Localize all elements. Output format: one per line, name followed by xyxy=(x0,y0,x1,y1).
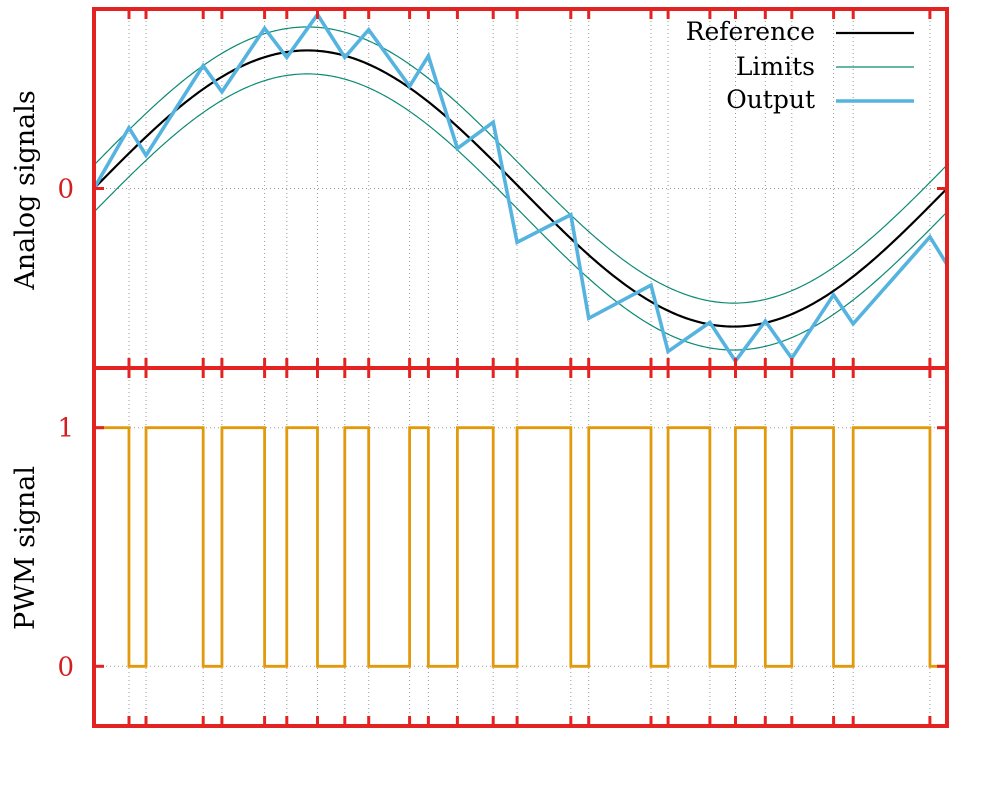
pwm-ylabel: PWM signal xyxy=(10,466,41,630)
analog-series xyxy=(92,11,949,365)
limits-upper-line xyxy=(93,26,948,304)
analog-panel: 0 Analog signals Reference Limits Output xyxy=(10,7,949,370)
legend-label-limits: Limits xyxy=(736,52,815,81)
pwm-ticks xyxy=(94,368,947,726)
pwm-line xyxy=(94,426,947,668)
legend: Reference Limits Output xyxy=(686,17,914,114)
legend-label-reference: Reference xyxy=(686,17,815,46)
legend-label-output: Output xyxy=(726,85,815,114)
pwm-panel: 01 PWM signal xyxy=(10,366,949,728)
pwm-series xyxy=(94,426,947,668)
pwm-ytick-label: 0 xyxy=(57,652,74,682)
pwm-ytick-labels: 01 xyxy=(57,414,74,683)
analog-ylabel: Analog signals xyxy=(10,90,41,291)
limits-lower-line xyxy=(93,73,948,351)
pwm-ytick-label: 1 xyxy=(57,414,74,444)
analog-ytick-label: 0 xyxy=(57,175,74,205)
pwm-plot-frame xyxy=(92,366,949,728)
output-line xyxy=(92,11,949,365)
analog-ytick-labels: 0 xyxy=(57,175,74,205)
